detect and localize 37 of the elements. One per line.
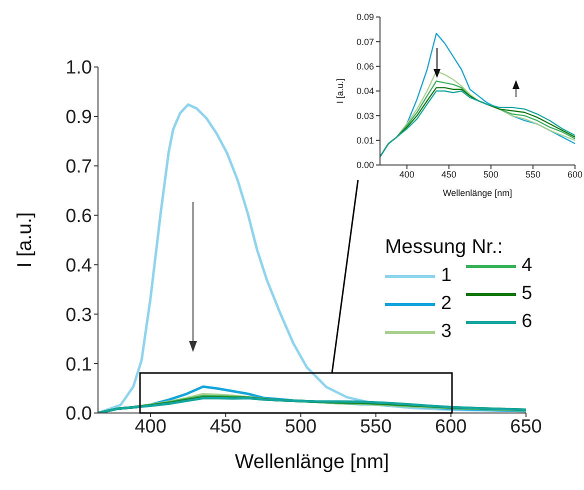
y-tick-label: 0.9	[66, 107, 92, 128]
x-tick-label: 400	[399, 169, 414, 180]
x-tick-label: 550	[360, 416, 392, 438]
y-tick-label: 0.01	[356, 136, 374, 146]
x-tick-label: 400	[134, 416, 166, 438]
y-tick-label: 0.1	[66, 354, 92, 376]
x-tick-label: 450	[441, 169, 456, 180]
x-tick-label: 500	[284, 416, 317, 438]
y-tick-label: 0.7	[66, 156, 92, 178]
y-tick-label: 0.07	[356, 36, 374, 47]
x-tick-label: 550	[525, 169, 540, 180]
y-tick-label: 0.00	[356, 160, 374, 170]
legend-label: 3	[441, 321, 452, 343]
legend-label: 6	[522, 311, 532, 333]
y-tick-label: 0.03	[356, 110, 374, 121]
y-tick-label: 0.6	[66, 206, 92, 228]
x-tick-label: 650	[510, 416, 542, 438]
y-axis-title: I [a.u.]	[14, 212, 36, 268]
y-tick-label: 0.09	[356, 12, 374, 22]
y-tick-label: 1.0	[66, 58, 92, 79]
legend-label: 4	[522, 255, 532, 277]
y-tick-label: 0.06	[356, 62, 374, 72]
x-tick-label: 450	[210, 416, 242, 438]
legend-label: 2	[441, 293, 452, 315]
y-tick-label: 0.04	[356, 86, 374, 96]
legend-title: Messung Nr.:	[385, 236, 503, 258]
x-tick-label: 500	[483, 169, 498, 180]
x-axis-title: Wellenlänge [nm]	[234, 451, 390, 473]
legend-label: 5	[522, 283, 532, 305]
x-axis-title: Wellenlänge [nm]	[442, 188, 512, 198]
y-tick-label: 0.0	[66, 404, 92, 425]
x-tick-label: 600	[567, 169, 583, 180]
x-tick-label: 600	[435, 416, 467, 438]
y-tick-label: 0.4	[66, 255, 92, 276]
y-tick-label: 0.3	[66, 304, 92, 326]
legend-label: 1	[441, 265, 452, 287]
y-axis-title: I [a.u.]	[335, 78, 346, 104]
